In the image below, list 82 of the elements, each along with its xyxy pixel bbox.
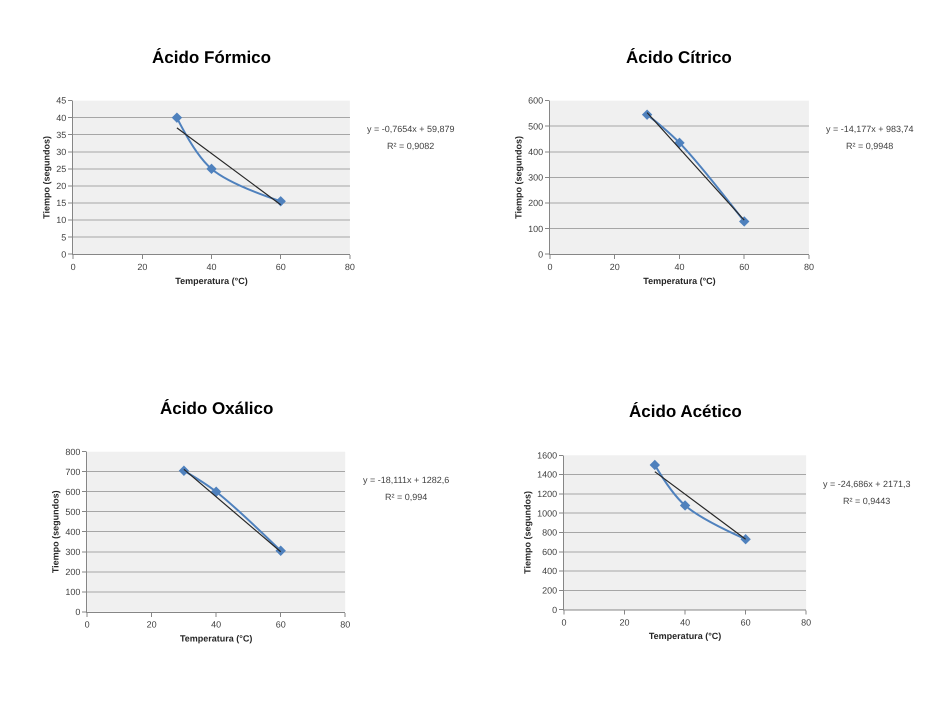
- y-tick-label: 35: [56, 130, 66, 140]
- y-tick-label: 10: [56, 215, 66, 226]
- y-tick-label: 400: [65, 526, 80, 537]
- y-axis-title: Tiempo (segundos): [522, 491, 533, 574]
- y-tick-label: 30: [56, 146, 66, 157]
- y-tick-label: 800: [65, 446, 80, 457]
- x-tick-label: 60: [276, 262, 286, 272]
- y-tick-label: 1200: [537, 489, 558, 500]
- y-tick-label: 200: [528, 198, 544, 208]
- y-tick-label: 300: [528, 172, 544, 183]
- point: [680, 500, 690, 511]
- text: y = -0,7654x + 59,879: [367, 124, 455, 134]
- text: y = -14,177x + 983,74: [826, 124, 914, 134]
- chart-title: Ácido Oxálico: [160, 398, 274, 418]
- x-axis-title: Temperatura (°C): [175, 276, 248, 286]
- text: R² = 0,994: [385, 492, 428, 502]
- y-tick-label: 100: [65, 586, 80, 597]
- x-tick-label: 60: [276, 620, 286, 630]
- point: [206, 164, 217, 174]
- x-tick-label: 80: [801, 617, 812, 628]
- chart-title: Ácido Acético: [629, 401, 742, 421]
- y-tick-label: 45: [56, 96, 66, 106]
- y-tick-label: 0: [61, 249, 66, 260]
- y-tick-label: 500: [65, 506, 80, 517]
- x-axis-title: Temperatura (°C): [643, 276, 716, 286]
- x-tick-label: 0: [84, 620, 90, 630]
- y-tick-label: 1000: [537, 508, 558, 518]
- y-tick-label: 0: [552, 604, 558, 615]
- x-axis-title: Temperatura (°C): [648, 631, 722, 642]
- y-tick-label: 15: [56, 198, 66, 208]
- text: R² = 0,9948: [846, 141, 894, 151]
- x-tick-label: 40: [206, 262, 217, 272]
- y-tick-label: 700: [65, 466, 80, 477]
- text: R² = 0,9443: [843, 496, 890, 506]
- y-tick-label: 400: [542, 566, 558, 576]
- y-tick-label: 25: [56, 164, 66, 174]
- x-tick-label: 20: [610, 262, 620, 272]
- point: [210, 486, 222, 497]
- point: [740, 534, 751, 544]
- y-axis-title: Tiempo (segundos): [42, 136, 52, 219]
- y-tick-label: 0: [538, 249, 544, 260]
- x-tick-label: 20: [146, 620, 157, 630]
- y-tick-label: 100: [528, 224, 544, 234]
- point: [739, 216, 750, 227]
- y-tick-label: 600: [65, 486, 80, 497]
- y-tick-label: 20: [56, 181, 66, 192]
- x-tick-label: 40: [680, 617, 690, 628]
- y-tick-label: 5: [61, 232, 66, 242]
- text: y = -18,111x + 1282,6: [363, 475, 450, 485]
- y-tick-label: 1600: [537, 450, 558, 460]
- point: [178, 466, 190, 476]
- x-tick-label: 80: [344, 262, 355, 272]
- y-tick-label: 500: [528, 121, 544, 132]
- text: y = -24,686x + 2171,3: [823, 479, 911, 489]
- point: [276, 546, 286, 556]
- y-tick-label: 300: [65, 546, 80, 557]
- chart-title: Ácido Fórmico: [152, 47, 272, 67]
- x-tick-label: 20: [137, 262, 148, 272]
- x-tick-label: 20: [620, 617, 630, 628]
- y-tick-label: 800: [542, 528, 558, 538]
- x-tick-label: 80: [340, 620, 350, 630]
- y-tick-label: 400: [528, 146, 544, 157]
- y-tick-label: 0: [75, 606, 80, 617]
- x-tick-label: 40: [674, 262, 684, 272]
- point: [650, 460, 660, 470]
- text: R² = 0,9082: [387, 141, 434, 151]
- x-tick-label: 60: [739, 262, 750, 272]
- y-tick-label: 40: [56, 112, 66, 123]
- x-tick-label: 40: [211, 620, 222, 630]
- y-tick-label: 1400: [537, 470, 558, 480]
- y-tick-label: 200: [542, 585, 558, 596]
- y-tick-label: 200: [65, 566, 80, 577]
- y-tick-label: 600: [528, 96, 544, 106]
- y-axis-title: Tiempo (segundos): [50, 490, 61, 574]
- x-axis-title: Temperatura (°C): [180, 633, 252, 644]
- point: [172, 112, 182, 123]
- y-axis-title: Tiempo (segundos): [513, 136, 524, 219]
- y-tick-label: 600: [542, 546, 558, 557]
- chart-title: Ácido Cítrico: [626, 47, 732, 67]
- x-tick-label: 80: [804, 262, 814, 272]
- x-tick-label: 60: [740, 617, 751, 628]
- x-tick-label: 0: [561, 617, 567, 628]
